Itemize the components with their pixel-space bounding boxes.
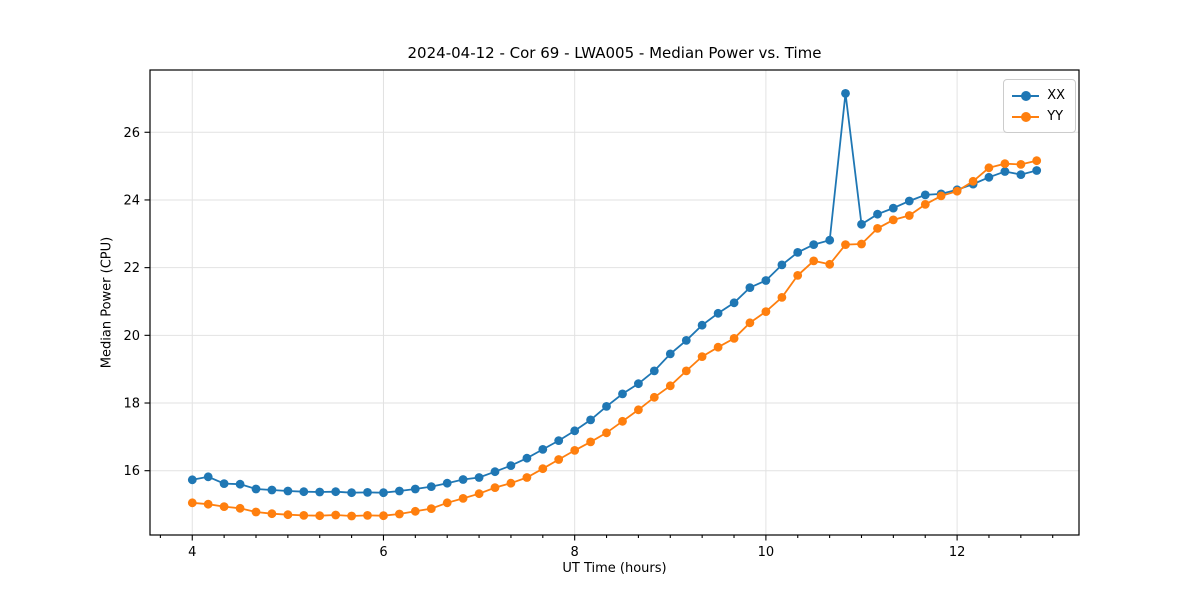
chart-title: 2024-04-12 - Cor 69 - LWA005 - Median Po… (407, 44, 822, 62)
legend-label-xx: XX (1047, 88, 1065, 103)
legend-item-yy: YY (1012, 106, 1065, 127)
svg-text:24: 24 (123, 193, 140, 208)
legend-label-yy: YY (1047, 109, 1064, 124)
svg-text:22: 22 (123, 261, 140, 276)
xx-series-marker-icon (1012, 90, 1040, 101)
x-axis-label: UT Time (hours) (562, 561, 667, 576)
svg-text:6: 6 (379, 545, 387, 560)
svg-text:26: 26 (123, 126, 140, 141)
svg-text:18: 18 (123, 397, 140, 412)
y-axis-label: Median Power (CPU) (99, 236, 115, 369)
yy-series-marker-icon (1012, 111, 1040, 122)
svg-text:12: 12 (949, 545, 966, 560)
legend-item-xx: XX (1012, 85, 1065, 106)
svg-text:16: 16 (123, 464, 140, 479)
legend: XX YY (1003, 79, 1076, 133)
svg-text:20: 20 (123, 329, 140, 344)
svg-text:4: 4 (188, 545, 196, 560)
svg-text:8: 8 (571, 545, 579, 560)
svg-text:10: 10 (758, 545, 775, 560)
